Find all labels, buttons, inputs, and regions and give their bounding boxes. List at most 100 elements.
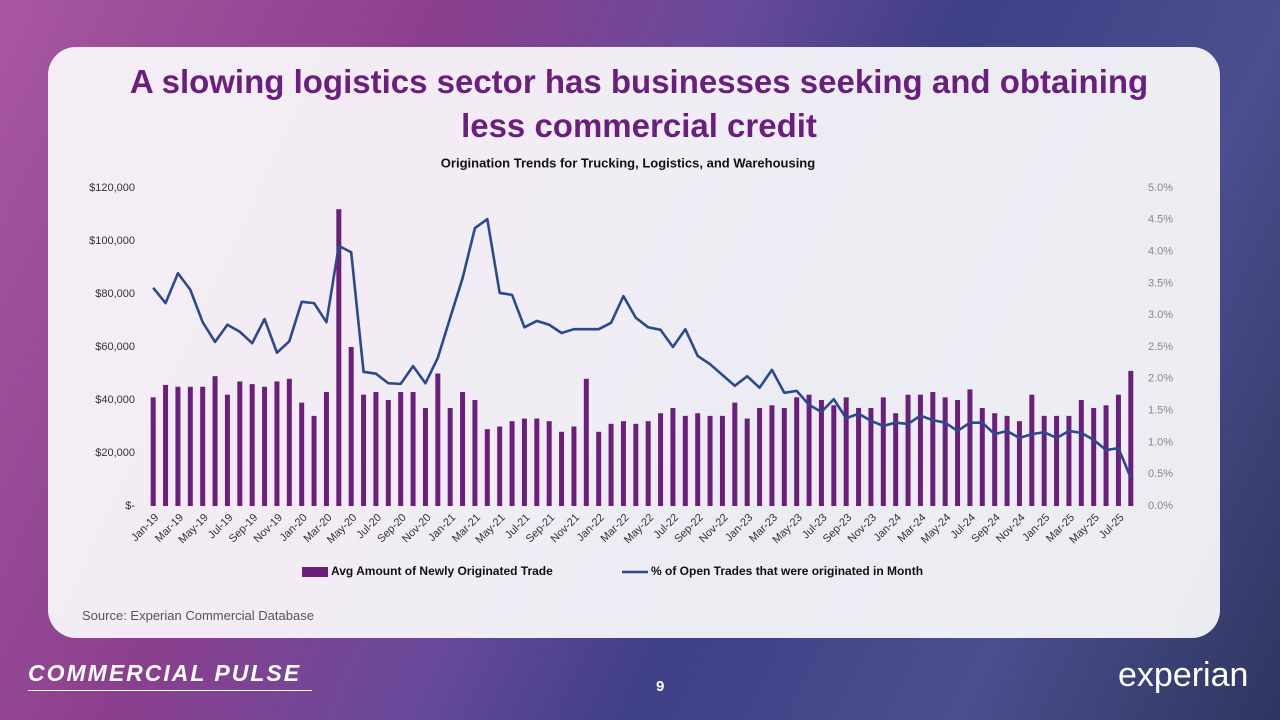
y-tick-label: $40,000 [95, 394, 135, 406]
bar [373, 392, 379, 506]
bar [422, 407, 428, 506]
bar [187, 386, 193, 506]
bar [150, 397, 156, 506]
bar [348, 347, 354, 506]
bar [361, 394, 367, 506]
y2-tick-label: 3.5% [1148, 277, 1173, 289]
bar [1004, 415, 1010, 506]
bar [719, 415, 725, 506]
logo: experian [1118, 656, 1249, 694]
bar [732, 402, 738, 506]
y2-tick-label: 4.0% [1148, 246, 1173, 258]
bar [237, 381, 243, 506]
y2-tick-label: 3.0% [1148, 309, 1173, 321]
bar [1103, 405, 1109, 506]
bar [274, 381, 280, 506]
bar [410, 392, 416, 506]
bar [1054, 415, 1060, 506]
bar [818, 400, 824, 506]
bar [323, 392, 329, 506]
bar [262, 386, 268, 506]
bar [880, 397, 886, 506]
brand: COMMERCIAL PULSE [28, 660, 302, 686]
bar [175, 386, 181, 506]
bar [447, 407, 453, 506]
bar [571, 426, 577, 506]
bar [658, 413, 664, 506]
bar [967, 389, 973, 506]
y2-tick-label: 2.5% [1148, 341, 1173, 353]
y-tick-label: $80,000 [95, 288, 135, 300]
bar [534, 418, 540, 506]
bar [1041, 415, 1047, 506]
bar [472, 400, 478, 506]
line [152, 217, 1133, 479]
panel [48, 47, 1220, 638]
bar [930, 392, 936, 506]
x-tick-label: Jul-25 [1097, 512, 1127, 542]
bar [509, 421, 515, 506]
y2-tick-label: 5.0% [1148, 182, 1173, 194]
bar [212, 376, 218, 506]
chart-title: Origination Trends for Trucking, Logisti… [441, 155, 815, 170]
bar [868, 407, 874, 506]
page-number: 9 [656, 678, 665, 695]
y2-tick-label: 2.0% [1148, 373, 1173, 385]
bar [955, 400, 961, 506]
bar [385, 400, 391, 506]
bar [1078, 400, 1084, 506]
bar [856, 407, 862, 506]
bar [608, 423, 614, 506]
bar [744, 418, 750, 506]
bar [893, 413, 899, 506]
bar [831, 405, 837, 506]
bar [645, 421, 651, 506]
bar [1029, 394, 1035, 506]
bar [806, 394, 812, 506]
bar [286, 378, 292, 506]
bar [435, 373, 441, 506]
y-tick-label: $- [125, 500, 135, 512]
bar [460, 392, 466, 506]
y2-tick-label: 1.5% [1148, 405, 1173, 417]
y-tick-label: $120,000 [89, 182, 135, 194]
y-tick-label: $100,000 [89, 235, 135, 247]
bar [497, 426, 503, 506]
y2-tick-label: 1.0% [1148, 436, 1173, 448]
legend-label: % of Open Trades that were originated in… [651, 564, 923, 578]
bar [769, 405, 775, 506]
y2-tick-label: 0.0% [1148, 500, 1173, 512]
bar [224, 394, 230, 506]
bar [843, 397, 849, 506]
legend-swatch [302, 567, 328, 577]
bar [781, 407, 787, 506]
brand-line [28, 690, 312, 691]
slide-title: A slowing logistics sector has businesse… [129, 63, 1149, 144]
bar [1128, 370, 1134, 506]
bar [695, 413, 701, 506]
bar [979, 407, 985, 506]
bar [992, 413, 998, 506]
bar [757, 407, 763, 506]
bar [794, 397, 800, 506]
y2-tick-label: 0.5% [1148, 468, 1173, 480]
bar [163, 384, 169, 506]
y-tick-label: $60,000 [95, 341, 135, 353]
bar [1091, 407, 1097, 506]
bar [942, 397, 948, 506]
bar [633, 423, 639, 506]
bar [299, 402, 305, 506]
bar [1066, 415, 1072, 506]
bar [707, 415, 713, 506]
bar [484, 429, 490, 506]
bar [336, 209, 342, 506]
bar [596, 431, 602, 506]
bar [620, 421, 626, 506]
y-tick-label: $20,000 [95, 447, 135, 459]
source: Source: Experian Commercial Database [82, 608, 314, 623]
bar [311, 415, 317, 506]
bar [249, 384, 255, 506]
bar [521, 418, 527, 506]
bar [1016, 421, 1022, 506]
